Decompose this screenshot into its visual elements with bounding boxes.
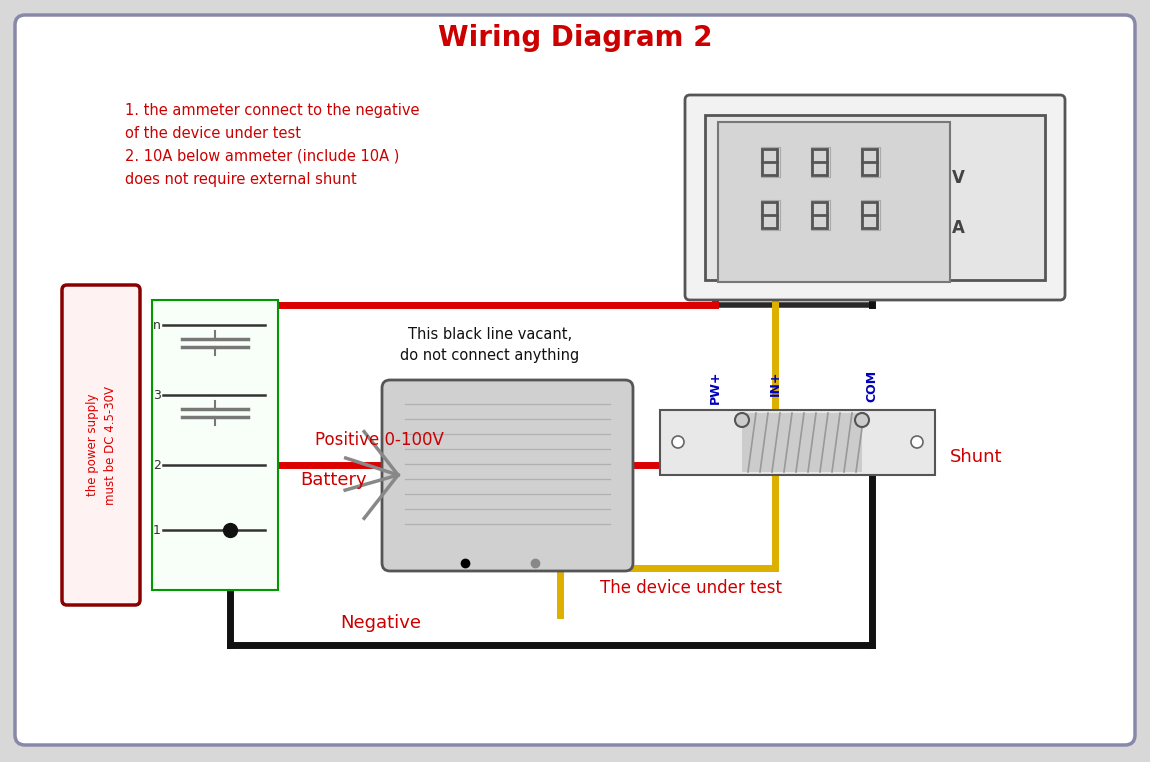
Text: 2: 2	[153, 459, 161, 472]
Text: Battery: Battery	[300, 471, 367, 489]
Bar	[742, 413, 862, 472]
Text: PW+: PW+	[708, 370, 721, 404]
Bar	[811, 200, 830, 230]
Bar	[718, 122, 950, 282]
Text: V: V	[951, 169, 965, 187]
Text: Positive 0-100V: Positive 0-100V	[315, 431, 444, 449]
Circle shape	[672, 436, 684, 448]
Circle shape	[911, 436, 923, 448]
FancyBboxPatch shape	[15, 15, 1135, 745]
Text: Shunt: Shunt	[950, 448, 1003, 466]
Text: the power supply
must be DC 4.5-30V: the power supply must be DC 4.5-30V	[85, 386, 116, 504]
Text: 3: 3	[153, 389, 161, 402]
Bar	[705, 115, 1045, 280]
Bar	[152, 300, 278, 590]
Text: This black line vacant,
do not connect anything: This black line vacant, do not connect a…	[400, 327, 580, 363]
Bar	[761, 200, 780, 230]
FancyBboxPatch shape	[382, 380, 632, 571]
Circle shape	[735, 413, 749, 427]
Text: IN+: IN+	[768, 370, 782, 395]
Bar	[761, 147, 780, 177]
Bar	[660, 410, 935, 475]
Circle shape	[854, 413, 869, 427]
Text: 1. the ammeter connect to the negative: 1. the ammeter connect to the negative	[125, 103, 420, 117]
Text: n: n	[153, 319, 161, 331]
Text: Negative: Negative	[340, 614, 421, 632]
Text: Wiring Diagram 2: Wiring Diagram 2	[438, 24, 712, 52]
FancyBboxPatch shape	[62, 285, 140, 605]
FancyBboxPatch shape	[685, 95, 1065, 300]
Text: A: A	[951, 219, 965, 237]
Text: does not require external shunt: does not require external shunt	[125, 171, 356, 187]
Bar	[811, 147, 830, 177]
Bar	[861, 200, 880, 230]
Text: 2. 10A below ammeter (include 10A ): 2. 10A below ammeter (include 10A )	[125, 149, 399, 164]
Bar	[861, 147, 880, 177]
Text: of the device under test: of the device under test	[125, 126, 301, 140]
Text: The device under test: The device under test	[600, 579, 782, 597]
Text: COM: COM	[866, 370, 879, 402]
Text: 1: 1	[153, 523, 161, 536]
